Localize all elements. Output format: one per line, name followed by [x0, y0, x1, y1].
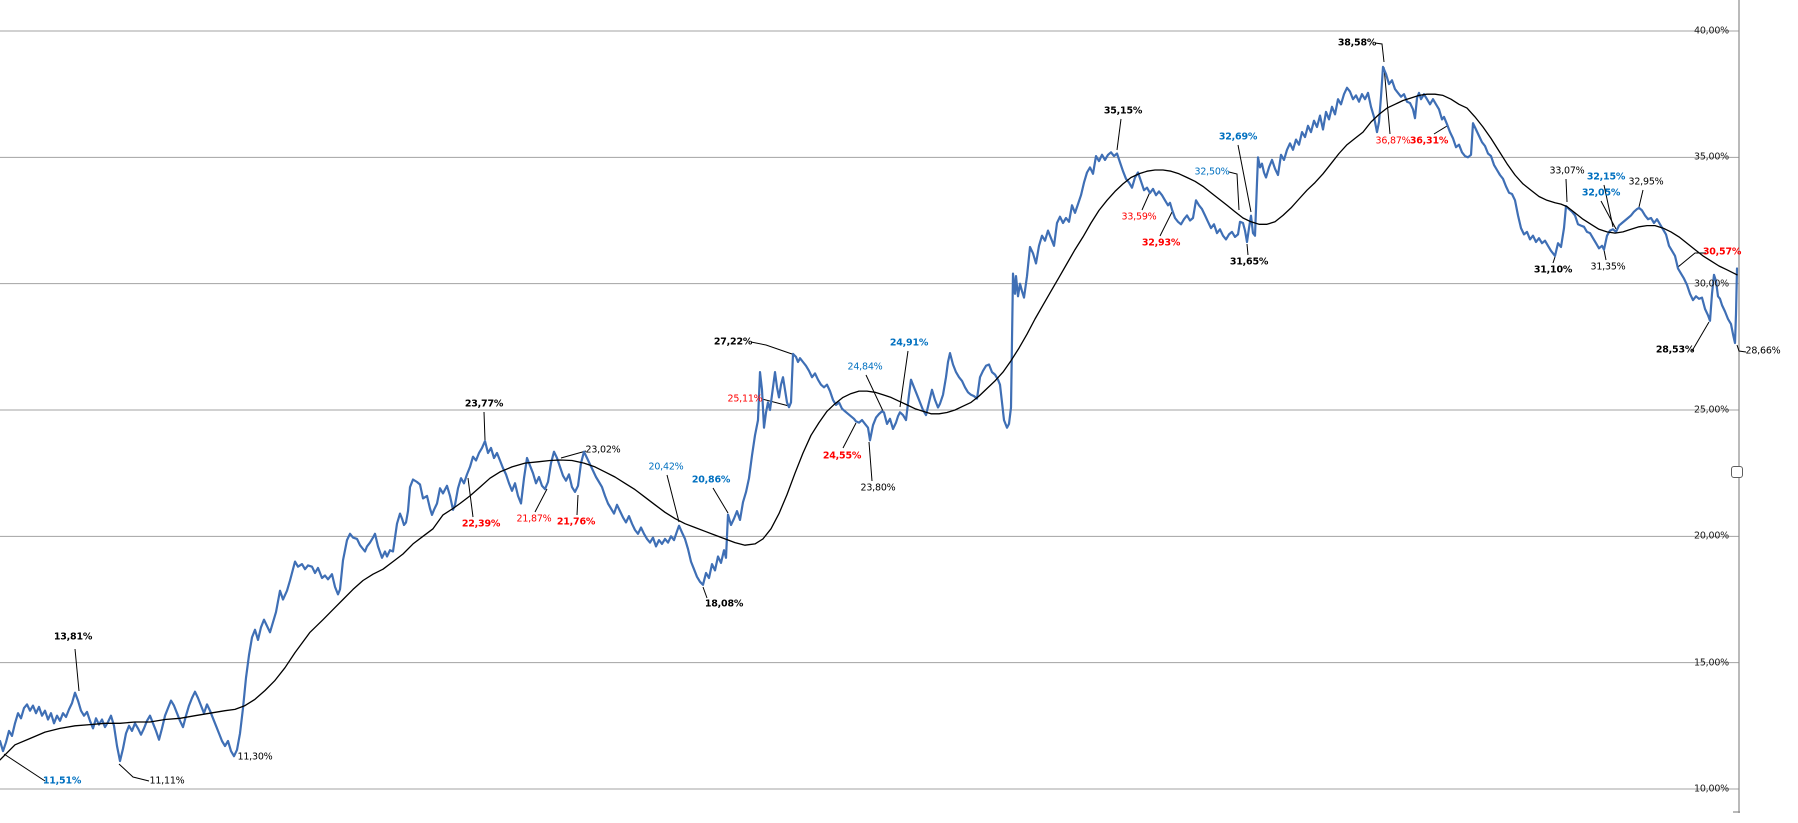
callout-leader-line — [1237, 144, 1252, 213]
moving-average-line — [0, 93, 1738, 761]
callout-leader-line — [118, 763, 150, 782]
data-label: 25,11% — [727, 393, 763, 405]
callout-leader-line — [1116, 118, 1122, 151]
data-label: 24,55% — [822, 450, 862, 462]
callout-leader-line — [1374, 42, 1385, 63]
data-label: 36,87% — [1375, 135, 1411, 147]
data-label: 23,02% — [585, 444, 621, 456]
data-label: 38,58% — [1337, 37, 1377, 49]
callout-leader-line — [712, 487, 729, 514]
callout-leader-line — [1603, 249, 1607, 261]
data-label: 31,10% — [1533, 264, 1573, 276]
y-axis-tick-label: 40,00% — [1693, 25, 1729, 37]
data-label: 28,66% — [1745, 345, 1781, 357]
callout-leader-line — [761, 398, 790, 407]
data-label: 11,51% — [42, 775, 82, 787]
data-label: 21,87% — [516, 513, 552, 525]
data-label: 21,76% — [556, 516, 596, 528]
data-label: 24,91% — [889, 337, 929, 349]
callout-leader-line — [1736, 344, 1747, 353]
data-label: 20,86% — [691, 474, 731, 486]
data-label: 23,77% — [464, 398, 504, 410]
callout-leader-line — [1246, 243, 1249, 256]
daily-rate-line — [0, 65, 1739, 763]
y-axis-tick-label: 20,00% — [1693, 530, 1729, 542]
selection-handle[interactable] — [1731, 466, 1743, 478]
callout-leader-line — [3, 753, 46, 782]
data-label: 32,95% — [1628, 176, 1664, 188]
data-label: 13,81% — [53, 631, 93, 643]
callout-leader-line — [1638, 189, 1644, 208]
y-axis-tick-label: 15,00% — [1693, 657, 1729, 669]
callout-leader-line — [576, 494, 579, 516]
callout-leader-line — [560, 450, 587, 459]
data-label: 33,07% — [1549, 165, 1585, 177]
callout-leader-line — [1600, 200, 1617, 230]
y-axis-tick-label: 25,00% — [1693, 404, 1729, 416]
data-label: 32,69% — [1218, 131, 1258, 143]
callout-leader-line — [74, 648, 80, 692]
callout-leader-line — [865, 374, 884, 412]
data-label: 31,35% — [1590, 261, 1626, 273]
y-axis-tick-label: 10,00% — [1693, 783, 1729, 795]
data-label: 36,31% — [1409, 135, 1449, 147]
data-label: 23,80% — [860, 482, 896, 494]
callout-leader-line — [899, 350, 909, 408]
data-label: 35,15% — [1103, 105, 1143, 117]
data-label: 28,53% — [1655, 344, 1695, 356]
data-label: 31,65% — [1229, 256, 1269, 268]
callout-leader-line — [1565, 178, 1568, 203]
data-label: 22,39% — [461, 518, 501, 530]
data-label: 32,50% — [1194, 166, 1230, 178]
data-label: 32,93% — [1141, 237, 1181, 249]
y-axis-tick-label: 35,00% — [1693, 151, 1729, 163]
callout-leader-line — [842, 422, 857, 449]
callout-leader-line — [868, 441, 873, 482]
callout-leader-line — [467, 477, 474, 518]
callout-leader-line — [1159, 211, 1173, 237]
callout-leader-line — [483, 411, 486, 441]
data-label: 18,08% — [704, 598, 744, 610]
callout-leader-line — [1691, 321, 1710, 352]
callout-leader-line — [1383, 66, 1391, 135]
callout-leader-line — [750, 341, 793, 355]
data-label: 11,11% — [149, 775, 185, 787]
callout-leader-line — [1141, 191, 1151, 211]
data-label: 33,59% — [1121, 211, 1157, 223]
data-label: 32,15% — [1586, 171, 1626, 183]
y-axis-tick-label: 30,00% — [1693, 278, 1729, 290]
callout-leader-line — [702, 586, 708, 599]
data-label: 32,05% — [1581, 187, 1621, 199]
data-label: 30,57% — [1702, 246, 1742, 258]
callout-leader-line — [666, 474, 680, 523]
data-label: 20,42% — [648, 461, 684, 473]
callout-leader-line — [1552, 256, 1556, 264]
callout-leader-line — [534, 488, 548, 513]
data-label: 11,30% — [237, 751, 273, 763]
callout-leader-line — [1433, 125, 1448, 135]
callout-leader-line — [1228, 171, 1240, 211]
data-label: 24,84% — [847, 361, 883, 373]
data-label: 27,22% — [713, 336, 753, 348]
callout-leader-line — [1677, 252, 1706, 268]
